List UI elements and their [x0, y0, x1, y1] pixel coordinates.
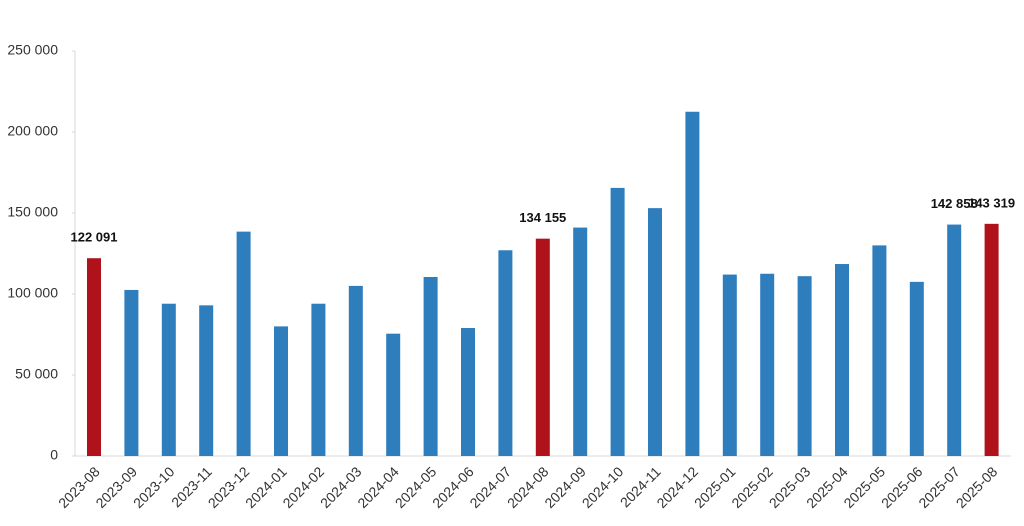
bar [199, 305, 214, 456]
bar [386, 333, 401, 456]
y-tick-label: 200 000 [7, 123, 58, 139]
value-label: 142 858 [931, 196, 978, 211]
y-tick-label: 0 [50, 447, 58, 463]
bar [274, 326, 288, 456]
bar [909, 281, 924, 456]
bar [648, 208, 662, 456]
bar [348, 285, 363, 456]
bar [311, 303, 326, 456]
value-label: 143 319 [968, 195, 1015, 210]
bar [87, 258, 101, 456]
bar [423, 276, 438, 456]
bar [760, 273, 775, 456]
y-tick-label: 100 000 [7, 285, 58, 301]
bar [685, 111, 700, 456]
bar [124, 289, 139, 456]
y-tick-label: 250 000 [7, 42, 58, 58]
x-tick-label: 2023-10 [130, 463, 178, 511]
x-tick-label: 2024-10 [579, 463, 627, 511]
bar [835, 264, 849, 456]
bar [984, 223, 999, 456]
y-tick-label: 150 000 [7, 204, 58, 220]
bar [610, 187, 625, 456]
bar [573, 227, 588, 456]
y-tick-label: 50 000 [15, 366, 58, 382]
bar [498, 250, 513, 456]
bar [461, 328, 475, 456]
value-label: 122 091 [71, 230, 118, 245]
bar [722, 274, 737, 456]
bar [535, 238, 550, 456]
bar [947, 224, 962, 456]
bar [872, 245, 887, 456]
value-label: 134 155 [519, 210, 566, 225]
x-tick-label: 2025-08 [953, 463, 1001, 511]
bar [161, 303, 176, 456]
bar [797, 276, 812, 456]
bar [236, 231, 251, 456]
